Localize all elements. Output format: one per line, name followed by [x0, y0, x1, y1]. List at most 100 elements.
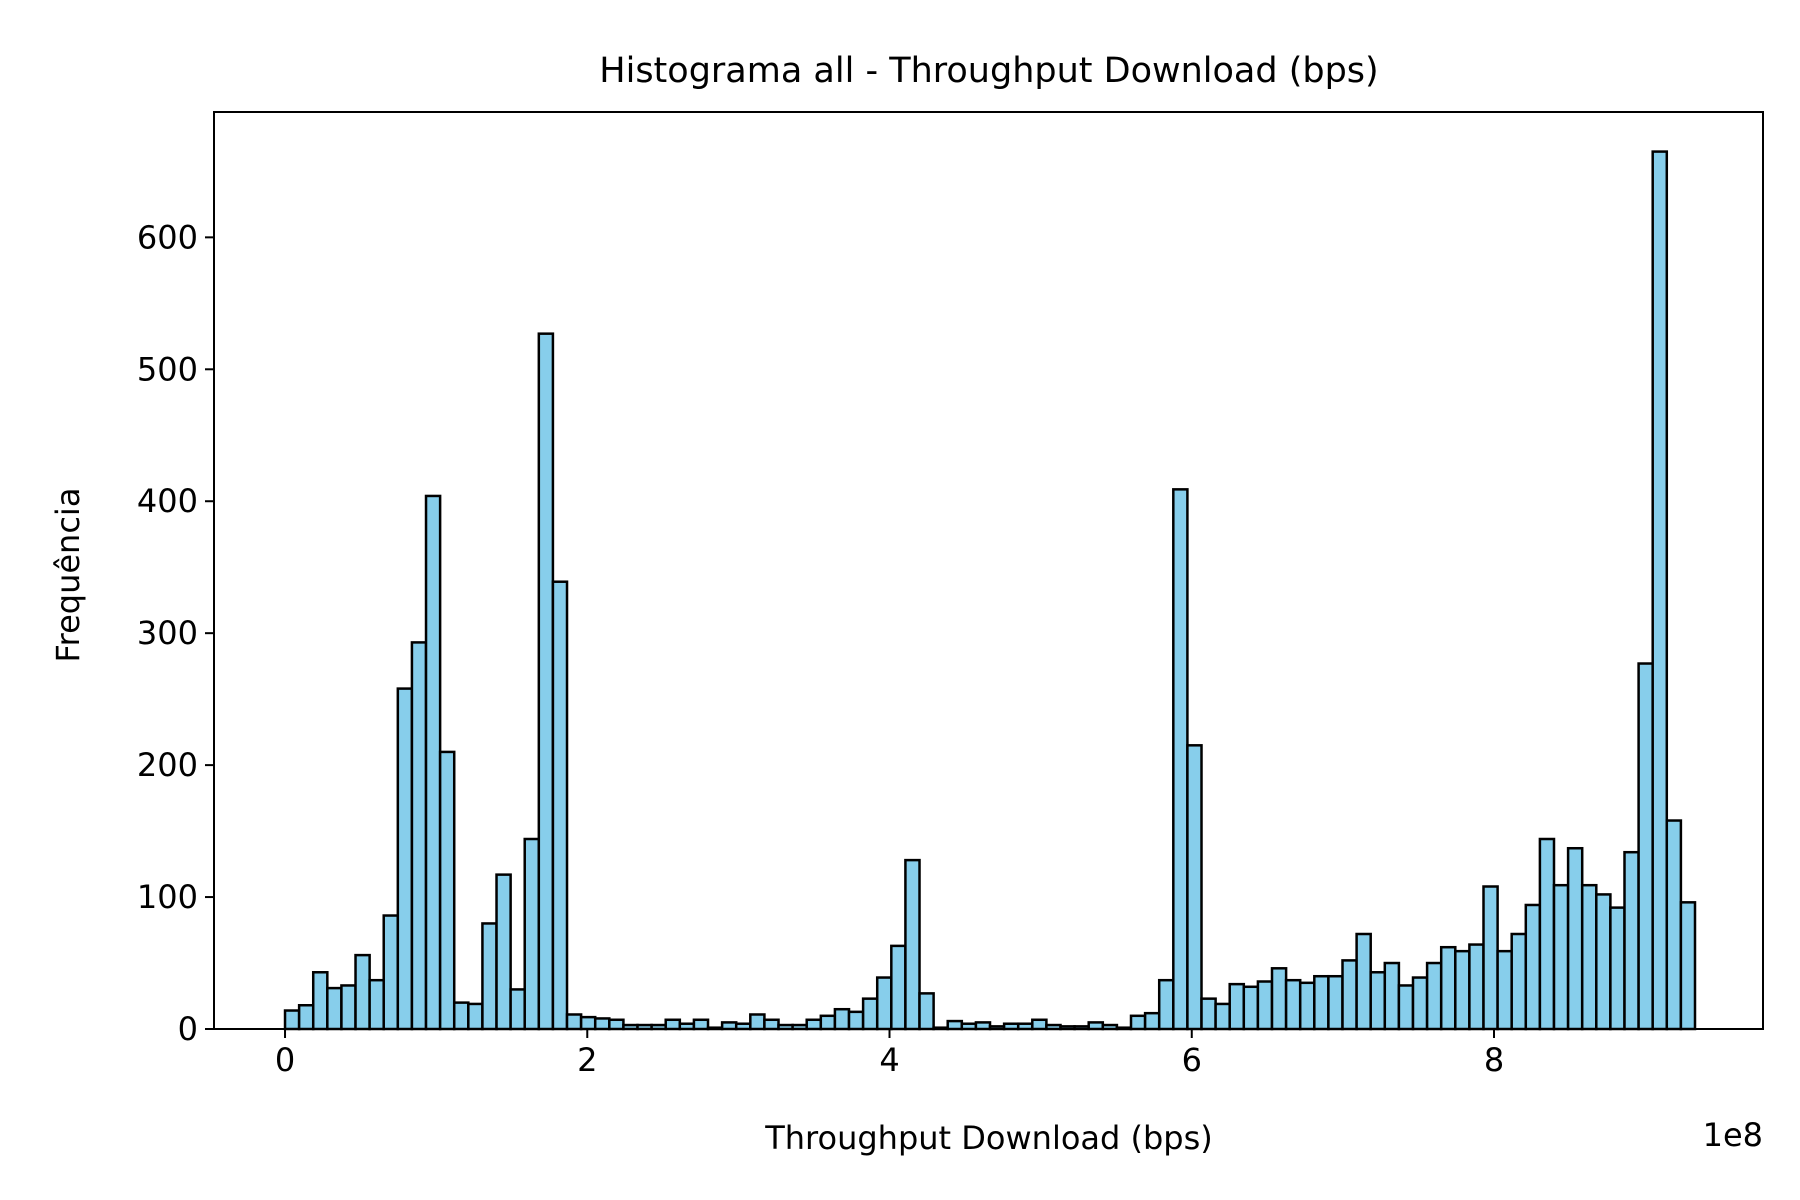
histogram-bar: [1214, 1002, 1231, 1031]
histogram-bar: [1566, 846, 1584, 1031]
x-tick-label: 2: [577, 1041, 597, 1079]
histogram-bar: [283, 1009, 301, 1031]
x-tick-label: 4: [879, 1041, 899, 1079]
histogram-bar: [1468, 943, 1485, 1031]
histogram-bar: [311, 971, 329, 1031]
histogram-bar: [833, 1007, 851, 1031]
histogram-bar: [326, 986, 343, 1031]
histogram-bar: [1355, 932, 1372, 1031]
histogram-bar: [1439, 945, 1457, 1031]
chart-title: Histograma all - Throughput Download (bp…: [599, 51, 1378, 91]
x-axis-offset-label: 1e8: [1703, 1116, 1763, 1154]
x-tick-label: 8: [1484, 1041, 1504, 1079]
histogram-bar: [481, 922, 498, 1031]
histogram-bar: [297, 1004, 315, 1031]
histogram-bar: [1411, 976, 1429, 1031]
histogram-bar: [1397, 984, 1415, 1031]
histogram-bar: [1270, 967, 1288, 1031]
histogram-bar: [1609, 906, 1626, 1031]
histogram-bar: [340, 984, 357, 1031]
histogram-bar: [692, 1018, 710, 1031]
histogram-bar: [1143, 1011, 1161, 1031]
histogram-bar: [1454, 949, 1471, 1031]
histogram-bar: [354, 953, 371, 1031]
histogram-bar: [1496, 949, 1513, 1031]
histogram-bar: [805, 1018, 823, 1031]
histogram-bar: [1538, 837, 1556, 1031]
histogram-bar: [1313, 974, 1330, 1031]
y-tick-label: 300: [137, 614, 198, 652]
y-tick-label: 400: [137, 482, 198, 520]
x-axis-ticks: 0 2 4 6 8: [275, 1029, 1504, 1079]
histogram-bar: [1383, 961, 1401, 1031]
histogram-bar: [1284, 978, 1302, 1031]
histogram-bar: [579, 1015, 597, 1031]
histogram-bar: [1129, 1014, 1147, 1031]
histogram-bar: [1327, 974, 1344, 1031]
histogram-bar: [523, 837, 541, 1031]
histogram-bar: [410, 641, 428, 1031]
histogram-bar: [495, 873, 512, 1031]
histogram-bar: [396, 687, 414, 1031]
y-axis-ticks: 0 100 200 300 400 500 600: [137, 218, 214, 1048]
histogram-bar: [1298, 981, 1316, 1031]
histogram-bar: [1172, 488, 1189, 1031]
histogram-bar: [608, 1018, 625, 1031]
histogram-bar: [1031, 1018, 1048, 1031]
histogram-bar: [438, 750, 456, 1031]
y-tick-label: 0: [178, 1010, 198, 1048]
histogram-bar: [819, 1014, 837, 1031]
histogram-bar: [1552, 883, 1570, 1031]
histogram-bar: [1425, 961, 1443, 1031]
histogram-bar: [1341, 959, 1358, 1031]
bars-group: [283, 150, 1697, 1031]
histogram-bar: [1637, 662, 1654, 1031]
plot-frame: [213, 111, 1764, 1030]
histogram-bar: [368, 978, 385, 1031]
histogram-bar: [1200, 997, 1217, 1031]
histogram-bar: [467, 1002, 484, 1031]
histogram-bar: [861, 997, 879, 1031]
y-tick-label: 200: [137, 746, 198, 784]
histogram-bar: [1665, 819, 1683, 1031]
y-tick-label: 600: [137, 218, 198, 256]
histogram-bar: [1651, 150, 1669, 1031]
histogram-bar: [1242, 985, 1260, 1031]
histogram-bar: [1186, 744, 1203, 1031]
histogram-bar: [946, 1019, 964, 1031]
histogram-bar: [1524, 903, 1542, 1031]
histogram-bar: [918, 992, 935, 1031]
histogram-bar: [382, 914, 400, 1031]
histogram-bar: [1256, 980, 1274, 1031]
histogram-bar: [904, 858, 921, 1031]
histogram-bar: [1679, 901, 1697, 1031]
histogram-bar: [1580, 883, 1598, 1031]
histogram-bar: [593, 1017, 611, 1031]
x-axis-label: Throughput Download (bps): [764, 1119, 1213, 1157]
histogram-bar: [551, 580, 569, 1031]
x-tick-label: 0: [275, 1041, 295, 1079]
y-axis-label: Frequência: [49, 488, 87, 663]
histogram-bar: [1595, 893, 1612, 1031]
histogram-bar: [875, 976, 893, 1031]
histogram-bar: [749, 1013, 766, 1031]
histogram-bar: [1482, 885, 1499, 1031]
histogram-bar: [537, 332, 555, 1031]
histogram-bar: [763, 1018, 780, 1031]
histogram-bar: [1623, 850, 1640, 1031]
y-tick-label: 100: [137, 878, 198, 916]
histogram-bar: [565, 1013, 583, 1031]
histogram-bar: [847, 1010, 865, 1031]
x-tick-label: 6: [1182, 1041, 1202, 1079]
histogram-bar: [1369, 971, 1387, 1031]
histogram-bar: [890, 944, 907, 1031]
histogram-bar: [1228, 982, 1246, 1031]
histogram-bar: [452, 1001, 470, 1031]
histogram-bar: [509, 988, 526, 1031]
histogram-bar: [1157, 978, 1175, 1031]
histogram-bar: [1510, 932, 1528, 1031]
y-tick-label: 500: [137, 350, 198, 388]
histogram-bar: [664, 1018, 682, 1031]
histogram-bar: [424, 494, 442, 1031]
